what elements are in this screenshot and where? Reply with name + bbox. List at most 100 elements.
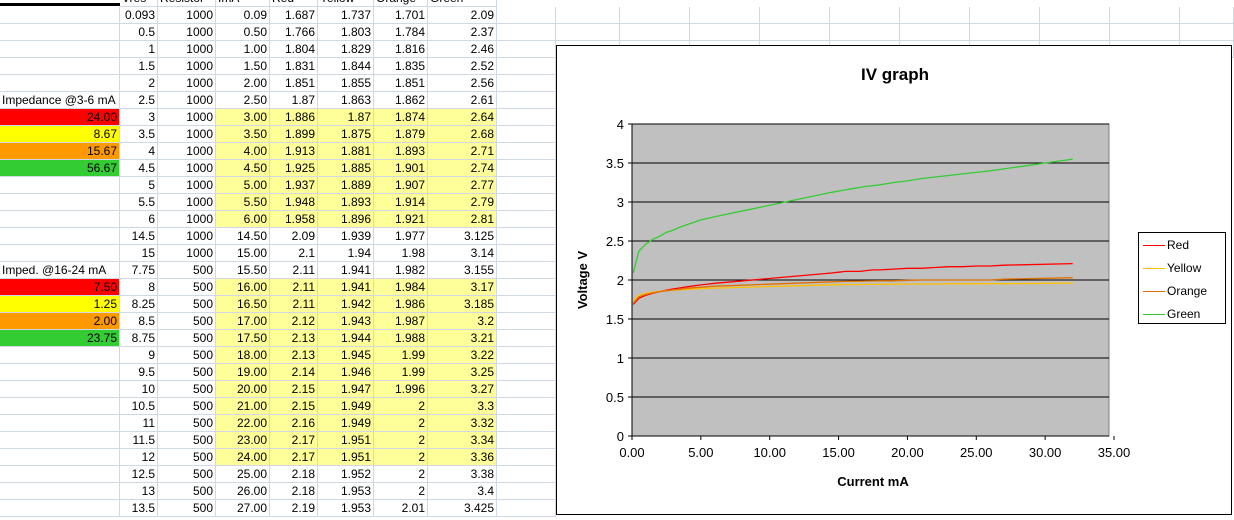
cell-red[interactable]: 1.804 [270,41,318,58]
cell-green[interactable]: 2.74 [428,160,497,177]
cell-a[interactable] [0,194,120,211]
impedance-low-label[interactable]: Impedance @3-6 mA [0,92,120,109]
cell-resistor[interactable]: 500 [158,398,216,415]
cell-ima[interactable]: 0.50 [216,24,270,41]
cell-orange[interactable]: 2 [374,483,428,500]
cell-ima[interactable]: 20.00 [216,381,270,398]
cell-red[interactable]: 2.19 [270,500,318,517]
cell-vres[interactable]: 11.5 [120,432,158,449]
cell-vres[interactable]: 12.5 [120,466,158,483]
cell-vres[interactable]: 15 [120,245,158,262]
cell-orange[interactable]: 1.893 [374,143,428,160]
cell-green[interactable]: 2.46 [428,41,497,58]
header-yellow[interactable]: Yellow [318,0,374,7]
cell-red[interactable]: 2.12 [270,313,318,330]
cell-yellow[interactable]: 1.949 [318,415,374,432]
cell-ima[interactable]: 22.00 [216,415,270,432]
cell-a[interactable] [0,449,120,466]
cell-yellow[interactable]: 1.863 [318,92,374,109]
cell-red[interactable]: 2.17 [270,449,318,466]
cell-ima[interactable]: 23.00 [216,432,270,449]
cell-empty[interactable] [497,347,556,364]
cell-yellow[interactable]: 1.942 [318,296,374,313]
cell-empty[interactable] [497,228,556,245]
cell-empty[interactable] [497,245,556,262]
cell-green[interactable]: 3.34 [428,432,497,449]
impedance-high-label[interactable]: Imped. @16-24 mA [0,262,120,279]
cell-green[interactable]: 2.71 [428,143,497,160]
cell-orange[interactable]: 1.816 [374,41,428,58]
cell-yellow[interactable]: 1.893 [318,194,374,211]
cell-orange[interactable]: 1.901 [374,160,428,177]
cell-green[interactable]: 3.32 [428,415,497,432]
cell-empty[interactable] [497,279,556,296]
cell-orange[interactable]: 1.98 [374,245,428,262]
cell-red[interactable]: 2.13 [270,330,318,347]
cell-ima[interactable]: 1.50 [216,58,270,75]
cell-resistor[interactable]: 1000 [158,245,216,262]
cell-green[interactable]: 2.81 [428,211,497,228]
cell-empty[interactable] [620,7,690,24]
cell-vres[interactable]: 4.5 [120,160,158,177]
cell-vres[interactable]: 6 [120,211,158,228]
cell-green[interactable]: 3.14 [428,245,497,262]
cell-empty[interactable] [1180,7,1234,24]
cell-yellow[interactable]: 1.803 [318,24,374,41]
header-resistor[interactable]: Resistor [158,0,216,7]
cell-red[interactable]: 1.851 [270,75,318,92]
cell-a[interactable] [0,500,120,517]
cell-empty[interactable] [497,296,556,313]
cell-empty[interactable] [830,7,900,24]
cell-resistor[interactable]: 500 [158,364,216,381]
cell-green[interactable]: 2.61 [428,92,497,109]
cell-empty[interactable] [497,58,556,75]
cell-resistor[interactable]: 500 [158,432,216,449]
cell-empty[interactable] [497,126,556,143]
cell-empty[interactable] [497,109,556,126]
cell-green[interactable]: 2.37 [428,24,497,41]
cell-yellow[interactable]: 1.889 [318,177,374,194]
cell-empty[interactable] [497,7,556,24]
cell-resistor[interactable]: 1000 [158,228,216,245]
cell-green[interactable]: 3.17 [428,279,497,296]
impedance-high-value[interactable]: 1.25 [0,296,120,313]
cell-resistor[interactable]: 1000 [158,109,216,126]
cell-empty[interactable] [1110,7,1180,24]
cell-empty[interactable] [497,449,556,466]
cell-resistor[interactable]: 500 [158,279,216,296]
cell-empty[interactable] [497,41,556,58]
cell-resistor[interactable]: 1000 [158,143,216,160]
cell-green[interactable]: 2.79 [428,194,497,211]
cell-orange[interactable]: 2 [374,449,428,466]
cell-green[interactable]: 3.25 [428,364,497,381]
cell-resistor[interactable]: 500 [158,313,216,330]
cell-a[interactable] [0,398,120,415]
cell-empty[interactable] [497,330,556,347]
cell-a[interactable] [0,432,120,449]
cell-a[interactable] [0,75,120,92]
cell-a[interactable] [0,466,120,483]
cell-empty[interactable] [497,262,556,279]
cell-red[interactable]: 1.958 [270,211,318,228]
cell-resistor[interactable]: 1000 [158,126,216,143]
cell-red[interactable]: 2.13 [270,347,318,364]
cell-yellow[interactable]: 1.945 [318,347,374,364]
cell-ima[interactable]: 26.00 [216,483,270,500]
cell-green[interactable]: 3.3 [428,398,497,415]
cell-red[interactable]: 2.18 [270,483,318,500]
cell-green[interactable]: 2.56 [428,75,497,92]
cell-orange[interactable]: 1.984 [374,279,428,296]
cell-ima[interactable]: 17.00 [216,313,270,330]
cell-empty[interactable] [497,313,556,330]
cell-empty[interactable] [497,381,556,398]
cell-empty[interactable] [690,7,760,24]
cell-green[interactable]: 2.64 [428,109,497,126]
cell-empty[interactable] [760,24,830,41]
impedance-low-value[interactable]: 8.67 [0,126,120,143]
cell-orange[interactable]: 1.874 [374,109,428,126]
cell-green[interactable]: 2.09 [428,7,497,24]
cell-resistor[interactable]: 500 [158,466,216,483]
cell-vres[interactable]: 4 [120,143,158,160]
cell-resistor[interactable]: 1000 [158,58,216,75]
cell-empty[interactable] [1040,24,1110,41]
